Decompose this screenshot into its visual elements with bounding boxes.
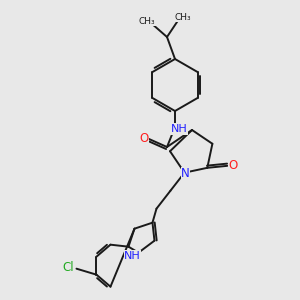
Text: NH: NH [124, 251, 141, 261]
Text: CH₃: CH₃ [175, 13, 191, 22]
Text: O: O [140, 133, 148, 146]
Text: NH: NH [171, 124, 188, 134]
Text: CH₃: CH₃ [139, 16, 155, 26]
Text: Cl: Cl [63, 261, 74, 274]
Text: O: O [229, 159, 238, 172]
Text: N: N [181, 167, 190, 180]
